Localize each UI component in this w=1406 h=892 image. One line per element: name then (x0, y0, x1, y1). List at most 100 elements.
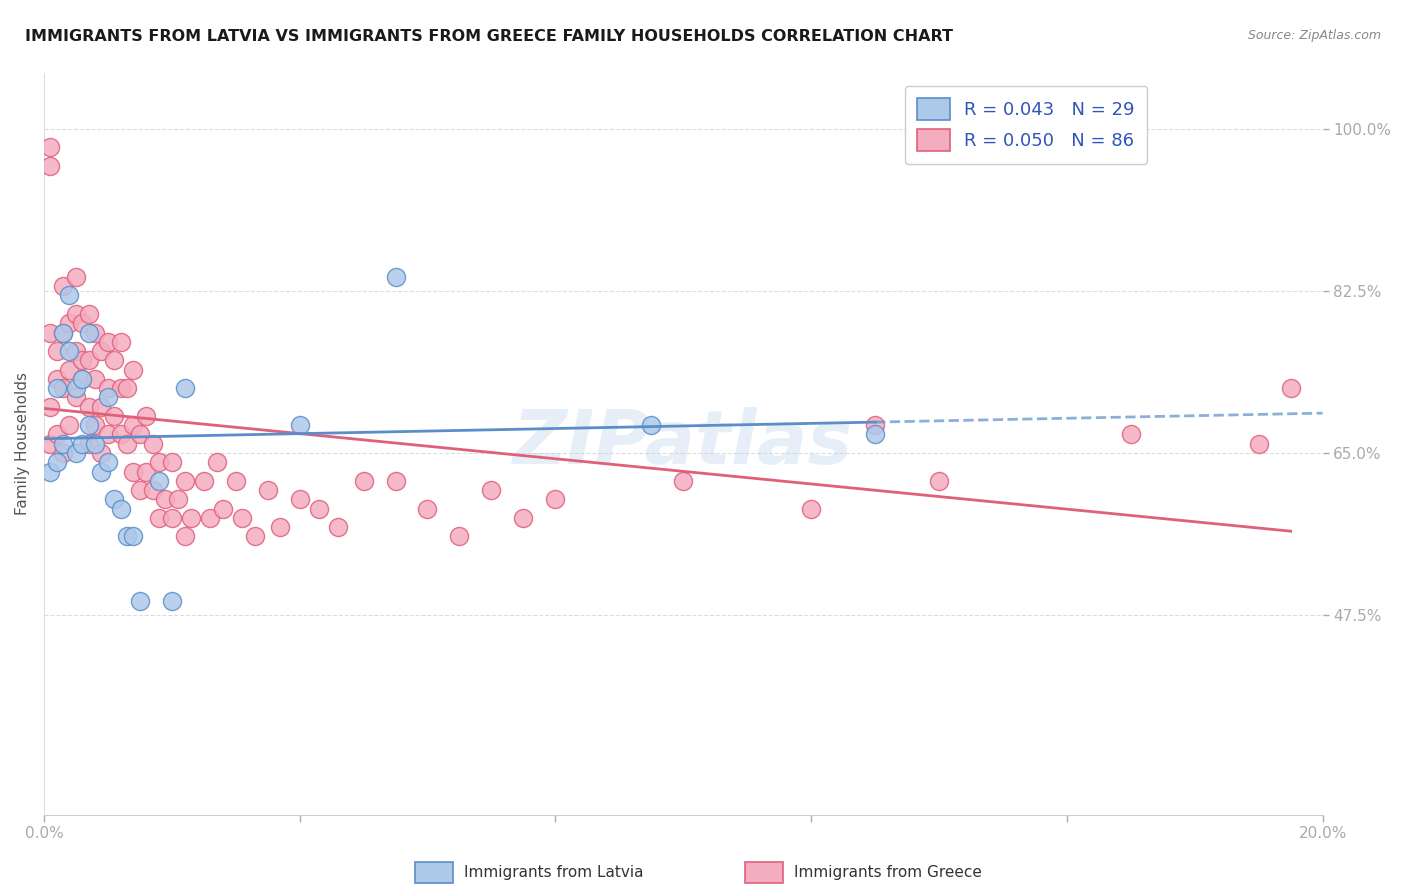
Point (39, 140, 62, 154)
Point (90, 446, 112, 460)
Point (58, 362, 80, 376)
Point (77, 326, 100, 340)
Point (84, 372, 107, 386)
Point (640, 418, 662, 433)
Text: Immigrants from Latvia: Immigrants from Latvia (464, 865, 644, 880)
Point (65, 446, 87, 460)
Point (103, 409, 125, 423)
Point (90, 400, 112, 414)
Point (58, 316, 80, 330)
Point (160, 594, 183, 608)
Point (103, 492, 125, 507)
Point (39, 400, 62, 414)
Point (65, 381, 87, 395)
Point (672, 474, 695, 488)
Point (90, 465, 112, 479)
Point (142, 483, 165, 497)
Point (243, 529, 266, 543)
Point (167, 492, 190, 507)
Point (70, 436, 93, 450)
Point (173, 474, 195, 488)
Point (928, 474, 950, 488)
Point (288, 418, 311, 433)
Point (128, 427, 150, 442)
Point (110, 381, 132, 395)
Point (110, 334, 132, 349)
Point (77, 436, 100, 450)
Point (65, 307, 87, 321)
Point (52, 381, 75, 395)
Point (384, 474, 406, 488)
Point (863, 427, 886, 442)
Point (863, 418, 886, 433)
Point (45, 372, 67, 386)
Point (1279, 381, 1302, 395)
Point (39, 159, 62, 173)
Point (308, 501, 330, 516)
Point (173, 381, 195, 395)
Point (84, 418, 107, 433)
Point (52, 326, 75, 340)
Point (148, 474, 170, 488)
Text: IMMIGRANTS FROM LATVIA VS IMMIGRANTS FROM GREECE FAMILY HOUSEHOLDS CORRELATION C: IMMIGRANTS FROM LATVIA VS IMMIGRANTS FRO… (25, 29, 953, 44)
Y-axis label: Family Households: Family Households (15, 372, 30, 516)
Point (84, 326, 107, 340)
Point (135, 465, 157, 479)
Point (65, 391, 87, 405)
Point (77, 353, 100, 368)
Point (110, 427, 132, 442)
Point (205, 455, 228, 469)
Point (39, 326, 62, 340)
Point (326, 520, 349, 534)
Point (225, 474, 247, 488)
Point (52, 326, 75, 340)
Point (193, 474, 215, 488)
Text: ZIPatlas: ZIPatlas (513, 408, 853, 480)
Point (173, 529, 195, 543)
Point (52, 446, 75, 460)
Point (544, 492, 567, 507)
Point (160, 511, 183, 525)
Point (65, 269, 87, 284)
Point (135, 409, 157, 423)
Point (90, 344, 112, 359)
Point (800, 501, 823, 516)
Point (39, 436, 62, 450)
Legend: R = 0.043   N = 29, R = 0.050   N = 86: R = 0.043 N = 29, R = 0.050 N = 86 (904, 86, 1147, 164)
Point (97, 381, 120, 395)
Point (97, 427, 120, 442)
Point (52, 436, 75, 450)
Point (70, 372, 93, 386)
Point (212, 501, 235, 516)
Point (256, 483, 278, 497)
Point (45, 344, 67, 359)
Point (1119, 427, 1142, 442)
Point (52, 279, 75, 293)
Point (198, 511, 221, 525)
Point (97, 455, 120, 469)
Point (110, 501, 132, 516)
Point (115, 436, 138, 450)
Point (142, 436, 165, 450)
Point (77, 400, 100, 414)
Point (122, 362, 145, 376)
Point (45, 455, 67, 469)
Point (353, 474, 375, 488)
Point (180, 511, 202, 525)
Point (1247, 436, 1270, 450)
Point (58, 344, 80, 359)
Point (97, 391, 120, 405)
Point (122, 465, 145, 479)
Point (115, 529, 138, 543)
Point (269, 520, 291, 534)
Point (39, 465, 62, 479)
Point (70, 372, 93, 386)
Point (58, 418, 80, 433)
Point (148, 511, 170, 525)
Point (288, 492, 311, 507)
Point (77, 307, 100, 321)
Point (122, 418, 145, 433)
Point (70, 316, 93, 330)
Point (45, 427, 67, 442)
Point (160, 455, 183, 469)
